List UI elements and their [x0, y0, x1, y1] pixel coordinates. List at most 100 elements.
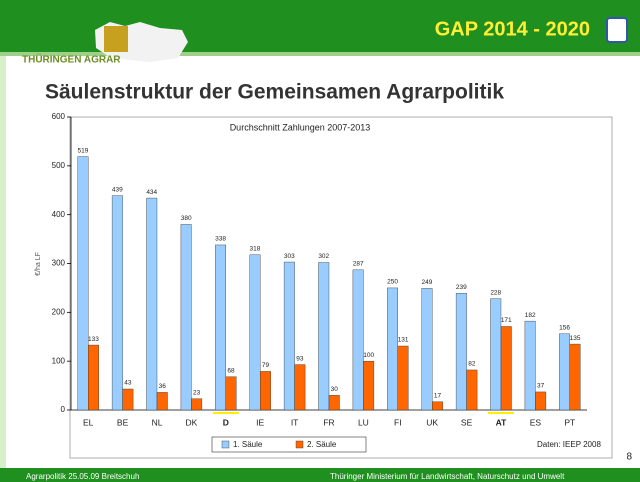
- bar: [500, 326, 512, 411]
- x-tick-label: SE: [461, 417, 473, 427]
- value-label: 79: [262, 362, 270, 369]
- legend-swatch: [221, 440, 230, 449]
- y-tick-label: 100: [52, 356, 66, 365]
- value-label: 338: [215, 236, 226, 243]
- header-title: GAP 2014 - 2020: [435, 18, 590, 40]
- bar: [328, 395, 340, 411]
- bar: [122, 388, 134, 411]
- footer-right: Thüringer Ministerium für Landwirtschaft…: [330, 472, 565, 481]
- page-number: 8: [626, 452, 632, 463]
- value-label: 250: [387, 279, 398, 286]
- chart-frame: [69, 116, 613, 459]
- bar: [146, 197, 158, 411]
- value-label: 287: [353, 261, 364, 268]
- value-label: 100: [363, 352, 374, 359]
- bar: [490, 298, 502, 411]
- category-highlight: [212, 412, 239, 414]
- value-label: 93: [296, 355, 304, 362]
- bar: [318, 262, 330, 411]
- bar: [215, 244, 227, 411]
- bar: [352, 269, 364, 411]
- source: Daten: IEEP 2008: [537, 440, 601, 449]
- bar: [421, 288, 433, 411]
- value-label: 17: [434, 392, 442, 399]
- value-label: 439: [112, 186, 123, 193]
- bar: [260, 371, 271, 411]
- bar: [111, 195, 123, 411]
- legend-box: [211, 436, 367, 453]
- category-highlight: [488, 412, 514, 414]
- y-tick-label: 200: [52, 307, 66, 316]
- value-label: 23: [193, 389, 201, 396]
- value-label: 30: [331, 386, 339, 393]
- x-tick-label: AT: [496, 417, 508, 427]
- x-tick-label: FI: [394, 417, 402, 427]
- value-label: 37: [537, 383, 545, 390]
- value-label: 519: [78, 147, 89, 154]
- bar: [283, 261, 295, 411]
- value-label: 228: [490, 289, 501, 296]
- bar: [87, 344, 99, 411]
- value-label: 249: [422, 279, 433, 286]
- x-tick-label: IE: [256, 417, 264, 427]
- header-line: [0, 52, 640, 56]
- logo-icon: [104, 26, 128, 52]
- y-tick-label: 400: [52, 210, 66, 219]
- value-label: 133: [88, 336, 99, 343]
- x-tick-label: DK: [185, 417, 197, 427]
- value-label: 380: [181, 215, 192, 222]
- value-label: 182: [525, 312, 536, 319]
- value-label: 318: [250, 245, 261, 252]
- value-label: 303: [284, 253, 295, 260]
- bar: [294, 364, 306, 411]
- bar: [387, 287, 398, 411]
- value-label: 302: [318, 253, 329, 260]
- value-label: 131: [398, 337, 409, 344]
- x-tick-label: IT: [291, 417, 299, 427]
- x-tick-label: NL: [152, 417, 163, 427]
- y-tick-label: 600: [52, 112, 66, 121]
- bar: [535, 391, 547, 411]
- bar: [559, 333, 570, 411]
- x-tick-label: D: [223, 417, 229, 427]
- chart-subtitle: Durchschnitt Zahlungen 2007-2013: [230, 122, 371, 132]
- value-label: 82: [468, 361, 476, 368]
- y-tick-label: 300: [52, 259, 66, 268]
- bar: [397, 345, 409, 411]
- coat-of-arms: [606, 17, 628, 43]
- footer-left: Agrarpolitik 25.05.09 Breitschuh: [26, 472, 139, 481]
- bar: [77, 156, 89, 411]
- x-tick-label: ES: [530, 417, 542, 427]
- value-label: 36: [159, 383, 167, 390]
- value-label: 156: [559, 325, 570, 332]
- legend-swatch: [295, 440, 304, 449]
- bar: [225, 376, 237, 411]
- bar: [455, 293, 467, 411]
- slide-title: Säulenstruktur der Gemeinsamen Agrarpoli…: [45, 81, 504, 104]
- value-label: 239: [456, 284, 467, 291]
- x-tick-label: FR: [323, 417, 334, 427]
- footer-bar: [0, 468, 640, 482]
- bar: [363, 360, 375, 411]
- bar: [191, 398, 203, 411]
- value-label: 68: [227, 368, 235, 375]
- bar: [249, 254, 261, 411]
- x-tick-label: PT: [564, 417, 575, 427]
- value-label: 434: [146, 189, 157, 196]
- bar: [432, 401, 443, 411]
- bar: [569, 343, 581, 411]
- x-tick-label: LU: [358, 417, 369, 427]
- bar: [524, 320, 536, 411]
- value-label: 135: [570, 335, 581, 342]
- bar: [180, 224, 192, 411]
- legend-label: 2. Säule: [307, 440, 337, 449]
- value-label: 43: [124, 380, 132, 387]
- x-tick-label: BE: [117, 417, 129, 427]
- x-tick-label: EL: [83, 417, 94, 427]
- value-label: 171: [501, 317, 512, 324]
- bar: [156, 392, 168, 411]
- left-strip: [0, 50, 6, 470]
- x-tick-label: UK: [426, 417, 438, 427]
- logo-text: THÜRINGEN AGRAR: [22, 53, 121, 66]
